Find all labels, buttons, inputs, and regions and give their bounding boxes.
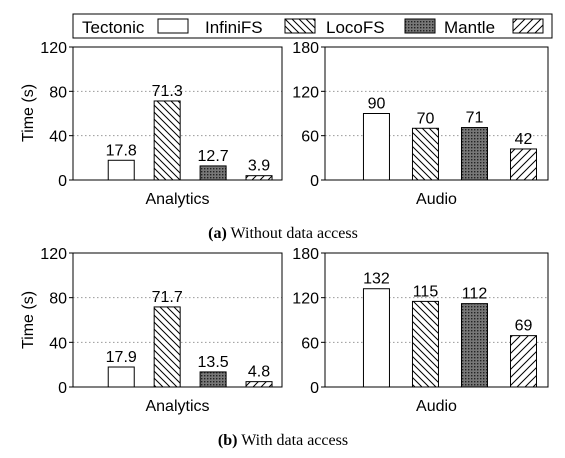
legend-swatch-mantle — [512, 18, 544, 34]
y-tick-label: 120 — [292, 291, 319, 308]
panel-caption-text: With data access — [241, 432, 348, 449]
plot-frame — [324, 252, 549, 388]
data-label: 132 — [363, 271, 390, 288]
svg-text:(a) Without data acces: (a) Without data access — [208, 225, 358, 242]
y-tick-label: 120 — [292, 84, 319, 101]
data-label: 42 — [515, 131, 533, 148]
y-tick-label: 40 — [49, 129, 67, 146]
x-axis-label: Audio — [416, 191, 457, 208]
y-tick-label: 120 — [40, 246, 67, 263]
bar-infinifs — [411, 300, 439, 388]
data-label: 3.9 — [248, 158, 270, 175]
bar-infinifs — [411, 127, 439, 181]
svg-text:(b) With data access: (b) With data access — [218, 432, 348, 449]
x-axis-label: Audio — [416, 398, 457, 415]
legend-label-tectonic: Tectonic — [82, 18, 145, 37]
data-label: 17.9 — [106, 349, 137, 366]
bar-locofs — [199, 371, 227, 388]
legend-swatch-infinifs — [284, 18, 316, 34]
x-axis-label: Analytics — [145, 398, 209, 415]
panel-caption: (a) Without data access — [208, 225, 358, 242]
bar-tectonic — [107, 159, 135, 181]
bar-tectonic — [362, 113, 390, 181]
panel-caption-text: Without data access — [231, 225, 358, 242]
y-tick-label: 0 — [310, 380, 319, 397]
bar-mantle — [245, 175, 273, 181]
legend-swatch-locofs — [404, 18, 436, 34]
y-tick-label: 60 — [301, 335, 319, 352]
data-label: 71 — [466, 110, 484, 127]
y-tick-label: 60 — [301, 129, 319, 146]
legend-swatch-tectonic — [157, 18, 189, 34]
subplot-analytics: 0 40 80 120 17.8 71.3 12.7 3.9 Analytics — [40, 40, 283, 208]
y-tick-label: 120 — [40, 40, 67, 57]
y-tick-label: 180 — [292, 40, 319, 57]
plot-frame — [72, 46, 283, 181]
subplot-audio: 0 60 120 180 132 115 112 69 Audio — [292, 246, 549, 415]
bar-locofs — [199, 165, 227, 181]
bar-locofs — [460, 127, 488, 181]
bar-mantle — [509, 148, 537, 181]
data-label: 70 — [417, 110, 435, 127]
x-axis-label: Analytics — [145, 191, 209, 208]
data-label: 17.8 — [106, 142, 137, 159]
bar-locofs — [460, 303, 488, 388]
bar-infinifs — [153, 100, 181, 181]
bar-mantle — [245, 381, 273, 388]
legend-label-mantle: Mantle — [444, 18, 495, 37]
data-label: 71.3 — [152, 83, 183, 100]
y-tick-label: 0 — [58, 380, 67, 397]
panel-caption-label: (b) — [218, 432, 238, 449]
bar-tectonic — [107, 366, 135, 388]
subplot-analytics: 0 40 80 120 17.9 71.7 13.5 4.8 Analytics — [40, 246, 283, 415]
data-label: 90 — [368, 96, 386, 113]
plot-frame — [324, 46, 549, 181]
subplot-audio: 0 60 120 180 90 70 71 42 Audio — [292, 40, 549, 208]
y-tick-label: 180 — [292, 246, 319, 263]
legend-label-infinifs: InfiniFS — [205, 18, 263, 37]
data-label: 4.8 — [248, 364, 270, 381]
legend-label-locofs: LocoFS — [326, 18, 385, 37]
y-tick-label: 40 — [49, 335, 67, 352]
panel-b: Time (s) 0 40 80 120 17.9 71.7 13.5 4.8 Analytic… — [20, 246, 549, 449]
bar-infinifs — [153, 306, 181, 388]
data-label: 71.7 — [152, 289, 183, 306]
data-label: 12.7 — [198, 148, 229, 165]
y-tick-label: 80 — [49, 84, 67, 101]
y-axis-label: Time (s) — [20, 291, 37, 349]
bar-tectonic — [362, 288, 390, 388]
panel-caption: (b) With data access — [218, 432, 348, 449]
panel-a: Time (s) 0 40 80 120 17.8 71.3 12.7 3.9 Analytic… — [20, 40, 549, 242]
data-label: 115 — [413, 283, 439, 300]
y-tick-label: 80 — [49, 291, 67, 308]
panel-caption-label: (a) — [208, 225, 227, 242]
data-label: 69 — [515, 318, 533, 335]
plot-frame — [72, 252, 283, 388]
data-label: 112 — [462, 286, 488, 303]
bar-mantle — [509, 335, 537, 388]
y-tick-label: 0 — [310, 173, 319, 190]
data-label: 13.5 — [198, 354, 229, 371]
y-tick-label: 0 — [58, 173, 67, 190]
legend: Tectonic InfiniFS LocoFS Mantle — [72, 13, 553, 39]
y-axis-label: Time (s) — [20, 84, 37, 142]
